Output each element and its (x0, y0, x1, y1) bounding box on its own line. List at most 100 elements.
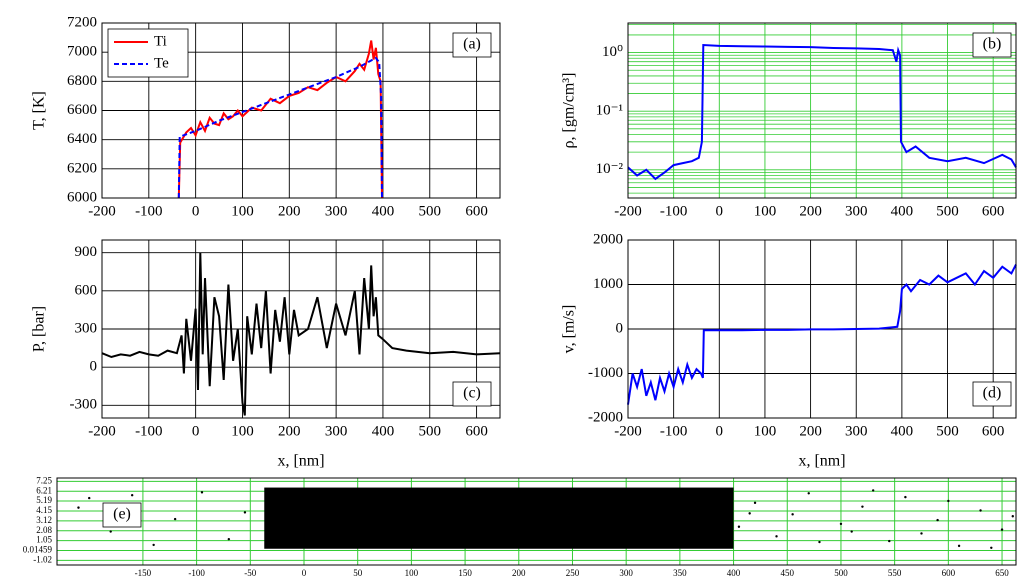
x-tick-label: -150 (135, 568, 152, 578)
atom (979, 509, 982, 512)
x-tick-label: 200 (799, 423, 822, 439)
atom (791, 513, 794, 516)
atom (1011, 515, 1014, 518)
x-tick-label: -200 (614, 423, 642, 439)
x-tick-label: 200 (512, 568, 526, 578)
y-tick-label: 6600 (67, 102, 97, 118)
atom (818, 540, 821, 544)
atom (737, 525, 741, 528)
atom (109, 530, 112, 533)
atom (990, 546, 993, 549)
x-tick-label: 300 (325, 423, 348, 439)
plot-frame (627, 239, 1017, 419)
atom (130, 494, 134, 497)
y-tick-label: 0 (616, 320, 624, 336)
y-tick-label: 6400 (67, 131, 97, 147)
legend-label: Ti (154, 33, 167, 49)
annotation-box (452, 381, 492, 407)
annotation: (c) (463, 385, 481, 402)
annotation: (e) (113, 506, 131, 523)
x-tick-label: 500 (419, 203, 442, 219)
x-tick-label: 250 (566, 568, 580, 578)
y-tick-label: 6000 (67, 189, 97, 205)
x-tick-label: 600 (942, 568, 956, 578)
x-axis-label: x, [nm] (277, 453, 324, 470)
x-tick-label: 100 (754, 203, 777, 219)
atom (243, 511, 247, 514)
y-tick-label: 10⁻¹ (596, 103, 623, 119)
x-tick-label: 0 (302, 568, 307, 578)
legend-box (107, 28, 189, 78)
y-tick-label: 2.08 (36, 525, 52, 535)
atom (957, 544, 961, 548)
x-tick-label: 400 (372, 423, 395, 439)
y-axis-label: T, [K] (31, 91, 48, 130)
atom (227, 537, 231, 541)
atom (947, 499, 950, 503)
atom (88, 496, 91, 500)
x-tick-label: 150 (458, 568, 472, 578)
data-line (101, 252, 501, 416)
y-tick-label: 0 (90, 359, 98, 375)
y-tick-label: 300 (75, 320, 98, 336)
x-tick-label: 500 (936, 203, 959, 219)
y-axis-label: ρ, [gm/cm³] (561, 73, 578, 149)
x-tick-label: 100 (231, 203, 254, 219)
annotation-box (452, 32, 492, 58)
y-axis-label: P, [bar] (31, 306, 48, 352)
atom (904, 495, 907, 499)
panel: 6000 6200 6400 6600 6800 7000 7200 -200 -100 0 100… (31, 14, 501, 219)
x-tick-label: 600 (982, 423, 1005, 439)
data-line (627, 43, 1017, 181)
annotation: (d) (983, 385, 1002, 402)
x-tick-label: 0 (192, 423, 200, 439)
x-tick-label: 100 (405, 568, 419, 578)
y-tick-label: 7000 (67, 44, 97, 60)
y-tick-label: 6.21 (36, 485, 52, 495)
atom (200, 491, 204, 494)
x-tick-label: 600 (982, 203, 1005, 219)
x-tick-label: -200 (88, 423, 116, 439)
x-tick-label: 100 (754, 423, 777, 439)
x-tick-label: 200 (799, 203, 822, 219)
x-tick-label: 550 (888, 568, 902, 578)
y-tick-label: 0.01459 (23, 545, 53, 555)
y-tick-label: 7.25 (36, 475, 52, 485)
y-tick-label: 1.05 (36, 535, 52, 545)
atom (871, 489, 875, 492)
atom (753, 501, 757, 505)
x-tick-label: 400 (891, 423, 914, 439)
x-tick-label: -100 (660, 423, 688, 439)
atom (173, 517, 177, 521)
x-tick-label: 600 (465, 203, 488, 219)
atom (807, 492, 810, 495)
y-tick-label: 900 (75, 244, 98, 260)
data-line (177, 40, 383, 199)
atom (1000, 528, 1004, 531)
x-tick-label: 300 (325, 203, 348, 219)
x-tick-label: 400 (372, 203, 395, 219)
x-tick-label: 200 (278, 203, 301, 219)
panel: -1.020.014591.052.083.124.155.196.217.25… (23, 475, 1017, 578)
y-tick-label: 1000 (593, 276, 623, 292)
atom (850, 530, 853, 533)
x-tick-label: -50 (244, 568, 256, 578)
x-tick-label: 500 (419, 423, 442, 439)
atom (920, 532, 923, 535)
plot-frame (627, 22, 1017, 199)
x-tick-label: 300 (619, 568, 633, 578)
y-tick-label: 6200 (67, 160, 97, 176)
x-tick-label: 350 (673, 568, 687, 578)
y-tick-label: 5.19 (36, 495, 52, 505)
x-tick-label: 500 (936, 423, 959, 439)
x-tick-label: 0 (192, 203, 200, 219)
dense-atoms (264, 487, 734, 549)
atom (888, 539, 891, 543)
atom (936, 518, 939, 522)
x-tick-label: 400 (727, 568, 741, 578)
x-tick-label: 650 (995, 568, 1009, 578)
atom (152, 543, 155, 547)
atom (839, 522, 843, 526)
